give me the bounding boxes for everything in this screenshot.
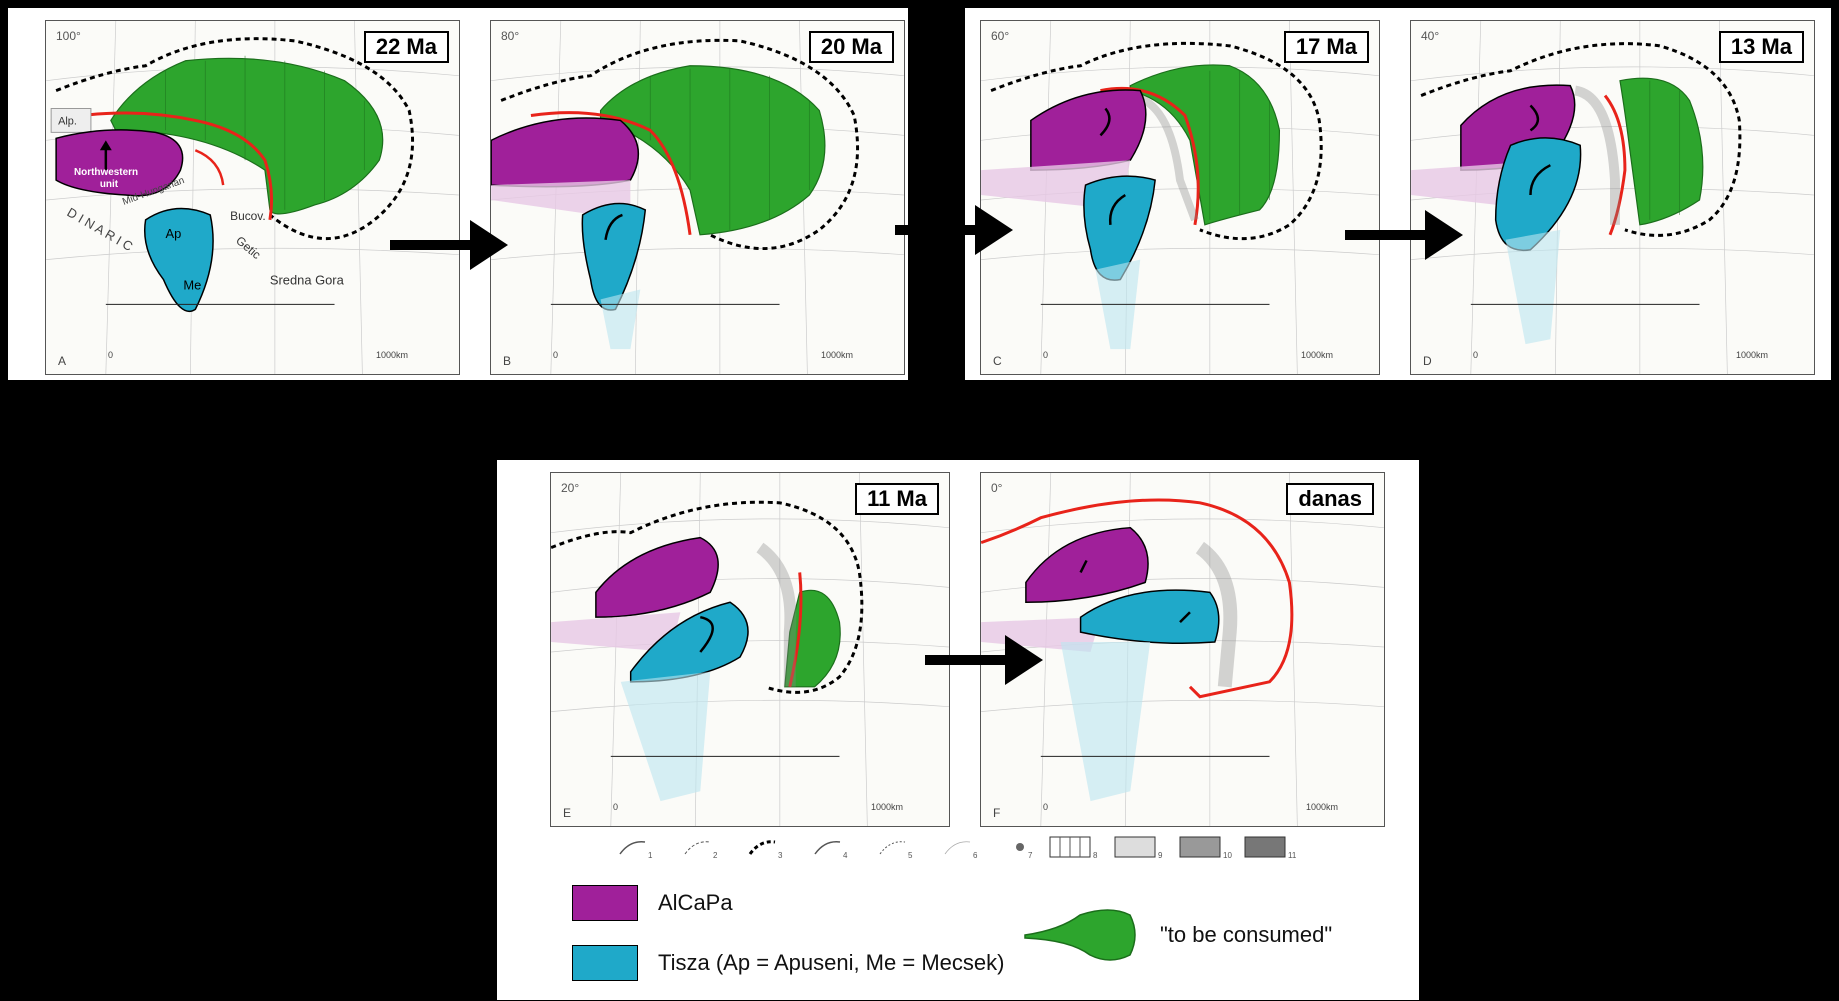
- alcapa-swatch: [572, 885, 638, 921]
- panel-letter: F: [993, 806, 1001, 820]
- panel-corner-label: 40°: [1421, 29, 1440, 43]
- label-sredna-gora: Sredna Gora: [270, 273, 345, 288]
- panel-b-map: [491, 21, 904, 374]
- tisza-block: [144, 207, 214, 312]
- consumed-swatch-icon: [1024, 909, 1136, 961]
- panel-c-map: [981, 21, 1379, 374]
- consumed-region: [1129, 64, 1281, 226]
- panel-letter: B: [503, 354, 512, 368]
- panel-e-map: [551, 473, 949, 826]
- scale-end: 1000km: [821, 350, 854, 360]
- arrow-right-icon: [895, 205, 1013, 255]
- legend-consumed-label: "to be consumed": [1160, 922, 1333, 947]
- label-me: Me: [183, 277, 201, 292]
- legend-tisza-label: Tisza (Ap = Apuseni, Me = Mecsek): [658, 950, 1005, 975]
- consumed-region: [599, 65, 826, 236]
- alcapa-block: [491, 117, 639, 188]
- legend-consumed: "to be consumed": [1020, 900, 1332, 970]
- legend-tisza: Tisza (Ap = Apuseni, Me = Mecsek): [572, 945, 1004, 981]
- scale-start: 0: [1043, 350, 1049, 360]
- panel-corner-label: 60°: [991, 29, 1010, 43]
- legend-symbol-num: 7: [1028, 851, 1033, 860]
- legend-symbol-num: 9: [1158, 851, 1163, 860]
- scale-start: 0: [613, 802, 619, 812]
- label-unit: unit: [100, 179, 119, 190]
- label-dinaric: D I N A R I C: [65, 205, 136, 255]
- alcapa-block: [1025, 526, 1149, 604]
- age-badge: danas: [1286, 483, 1374, 515]
- arrow-right-icon: [925, 635, 1043, 685]
- legend-symbol-num: 11: [1288, 851, 1297, 860]
- arrow-right-icon: [1345, 210, 1463, 260]
- panel-c: 60° 17 Ma C 0 1000km: [980, 20, 1380, 375]
- panel-f: 0° danas F 0 1000km: [980, 472, 1385, 827]
- panel-corner-label: 0°: [991, 481, 1003, 495]
- label-ap: Ap: [165, 226, 181, 241]
- thrust-front: [50, 111, 274, 221]
- arrow-right-icon: [390, 220, 508, 270]
- legend-alcapa: AlCaPa: [572, 885, 733, 921]
- consumed-region: [784, 589, 841, 688]
- legend-symbol-num: 1: [648, 851, 653, 860]
- age-badge: 17 Ma: [1283, 31, 1369, 63]
- panel-corner-label: 80°: [501, 29, 520, 43]
- scale-end: 1000km: [871, 802, 904, 812]
- label-alp: Alp.: [58, 115, 77, 127]
- legend-symbol-num: 8: [1093, 851, 1098, 860]
- tisza-swatch: [572, 945, 638, 981]
- age-badge: 20 Ma: [808, 31, 894, 63]
- panel-corner-label: 20°: [561, 481, 580, 495]
- consumed-region: [110, 57, 384, 215]
- tisza-block: [1079, 589, 1220, 645]
- panel-corner-label: 100°: [56, 29, 81, 43]
- thrust-front: [788, 572, 803, 688]
- legend-symbol-num: 6: [973, 851, 978, 860]
- alcapa-block: [595, 536, 719, 618]
- scale-start: 0: [1043, 802, 1049, 812]
- panel-d-map: [1411, 21, 1814, 374]
- legend-alcapa-label: AlCaPa: [658, 890, 733, 915]
- legend-symbol-num: 4: [843, 851, 848, 860]
- legend-symbol-num: 10: [1223, 851, 1232, 860]
- thrust-front: [1603, 94, 1627, 236]
- alcapa-block: [55, 129, 184, 197]
- panel-a-map: Alp. Northwestern unit Ap Me D I N A R I…: [46, 21, 459, 374]
- alcapa-block: [1030, 89, 1147, 171]
- label-getic: Getic: [233, 233, 263, 262]
- scale-start: 0: [553, 350, 559, 360]
- tisza-block: [1494, 137, 1582, 252]
- panel-b: 80° 20 Ma B 0 1000km: [490, 20, 905, 375]
- panel-a: Alp. Northwestern unit Ap Me D I N A R I…: [45, 20, 460, 375]
- age-badge: 13 Ma: [1718, 31, 1804, 63]
- legend-symbol-num: 2: [713, 851, 718, 860]
- panel-letter: E: [563, 806, 572, 820]
- scale-start: 0: [108, 350, 114, 360]
- scale-end: 1000km: [1301, 350, 1334, 360]
- consumed-region: [1619, 77, 1704, 226]
- label-northwestern: Northwestern: [74, 167, 138, 178]
- thrust-front: [1100, 86, 1200, 226]
- legend-symbol-num: 5: [908, 851, 913, 860]
- thrust-front: [530, 111, 692, 235]
- legend-symbol-num: 3: [778, 851, 783, 860]
- panel-letter: C: [993, 354, 1002, 368]
- panel-d: 40° 13 Ma D 0 1000km: [1410, 20, 1815, 375]
- thrust-front: [981, 498, 1294, 699]
- label-bucov: Bucov.: [230, 209, 266, 223]
- panel-f-map: [981, 473, 1384, 826]
- scale-end: 1000km: [1306, 802, 1339, 812]
- panel-e: 20° 11 Ma E 0 1000km: [550, 472, 950, 827]
- panel-letter: A: [58, 354, 67, 368]
- legend-symbols: 1 2 3 4 5 6 7 8 9 10 11: [619, 836, 1297, 860]
- panel-letter: D: [1423, 354, 1432, 368]
- age-badge: 22 Ma: [363, 31, 449, 63]
- scale-end: 1000km: [376, 350, 409, 360]
- age-badge: 11 Ma: [855, 483, 939, 515]
- scale-start: 0: [1473, 350, 1479, 360]
- scale-end: 1000km: [1736, 350, 1769, 360]
